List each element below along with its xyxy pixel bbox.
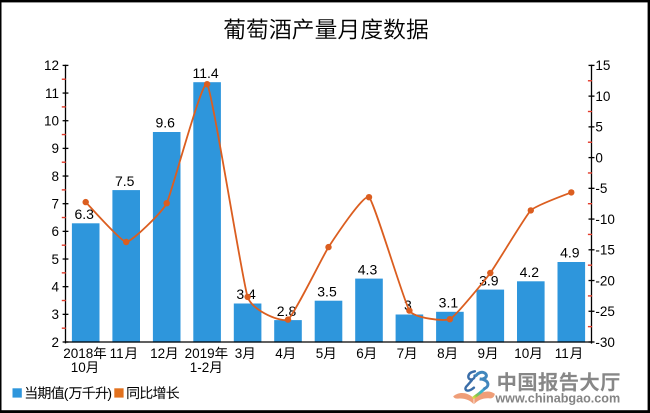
svg-text:3.1: 3.1: [439, 295, 459, 311]
svg-text:3: 3: [235, 346, 243, 361]
svg-text:4: 4: [51, 280, 59, 295]
svg-text:10: 10: [595, 89, 610, 104]
svg-text:5: 5: [595, 120, 603, 135]
svg-text:12: 12: [44, 58, 59, 73]
svg-text:11: 11: [45, 86, 59, 101]
svg-text:-20: -20: [595, 273, 615, 288]
svg-text:2: 2: [51, 335, 59, 350]
svg-text:0: 0: [595, 150, 603, 165]
svg-text:1-2: 1-2: [190, 360, 210, 375]
svg-text:3.9: 3.9: [479, 272, 499, 288]
svg-text:): ): [107, 385, 112, 401]
svg-text:2018: 2018: [63, 346, 93, 361]
svg-text:10: 10: [514, 346, 529, 361]
svg-text:2019: 2019: [185, 346, 215, 361]
svg-text:4.9: 4.9: [560, 245, 580, 261]
svg-text:11: 11: [110, 346, 124, 361]
svg-text:10: 10: [44, 114, 59, 129]
svg-text:-10: -10: [595, 212, 615, 227]
svg-text:www.chinabgao.com: www.chinabgao.com: [494, 392, 620, 406]
svg-text:7: 7: [51, 197, 59, 212]
svg-text:6.3: 6.3: [74, 206, 94, 222]
svg-text:3.5: 3.5: [317, 283, 337, 299]
svg-text:12: 12: [150, 346, 165, 361]
svg-text:-5: -5: [595, 181, 607, 196]
svg-text:8: 8: [51, 169, 59, 184]
svg-text:5: 5: [316, 346, 324, 361]
svg-text:5: 5: [51, 252, 59, 267]
svg-text:4.2: 4.2: [520, 264, 540, 280]
svg-text:4: 4: [275, 346, 283, 361]
svg-text:3: 3: [51, 307, 59, 322]
svg-text:15: 15: [595, 58, 610, 73]
svg-text:10: 10: [71, 360, 86, 375]
svg-text:-25: -25: [595, 304, 615, 319]
svg-text:9: 9: [51, 141, 59, 156]
svg-text:11: 11: [555, 346, 569, 361]
svg-text:4.3: 4.3: [358, 261, 378, 277]
svg-text:-30: -30: [595, 335, 615, 350]
svg-text:(: (: [64, 385, 69, 401]
svg-text:9.6: 9.6: [155, 115, 175, 131]
svg-text:7: 7: [397, 346, 405, 361]
svg-text:8: 8: [437, 346, 445, 361]
svg-text:7.5: 7.5: [115, 173, 135, 189]
svg-text:6: 6: [356, 346, 364, 361]
svg-text:-15: -15: [595, 243, 615, 258]
svg-text:9: 9: [478, 346, 486, 361]
svg-text:6: 6: [51, 224, 59, 239]
svg-text:11.4: 11.4: [192, 65, 218, 81]
